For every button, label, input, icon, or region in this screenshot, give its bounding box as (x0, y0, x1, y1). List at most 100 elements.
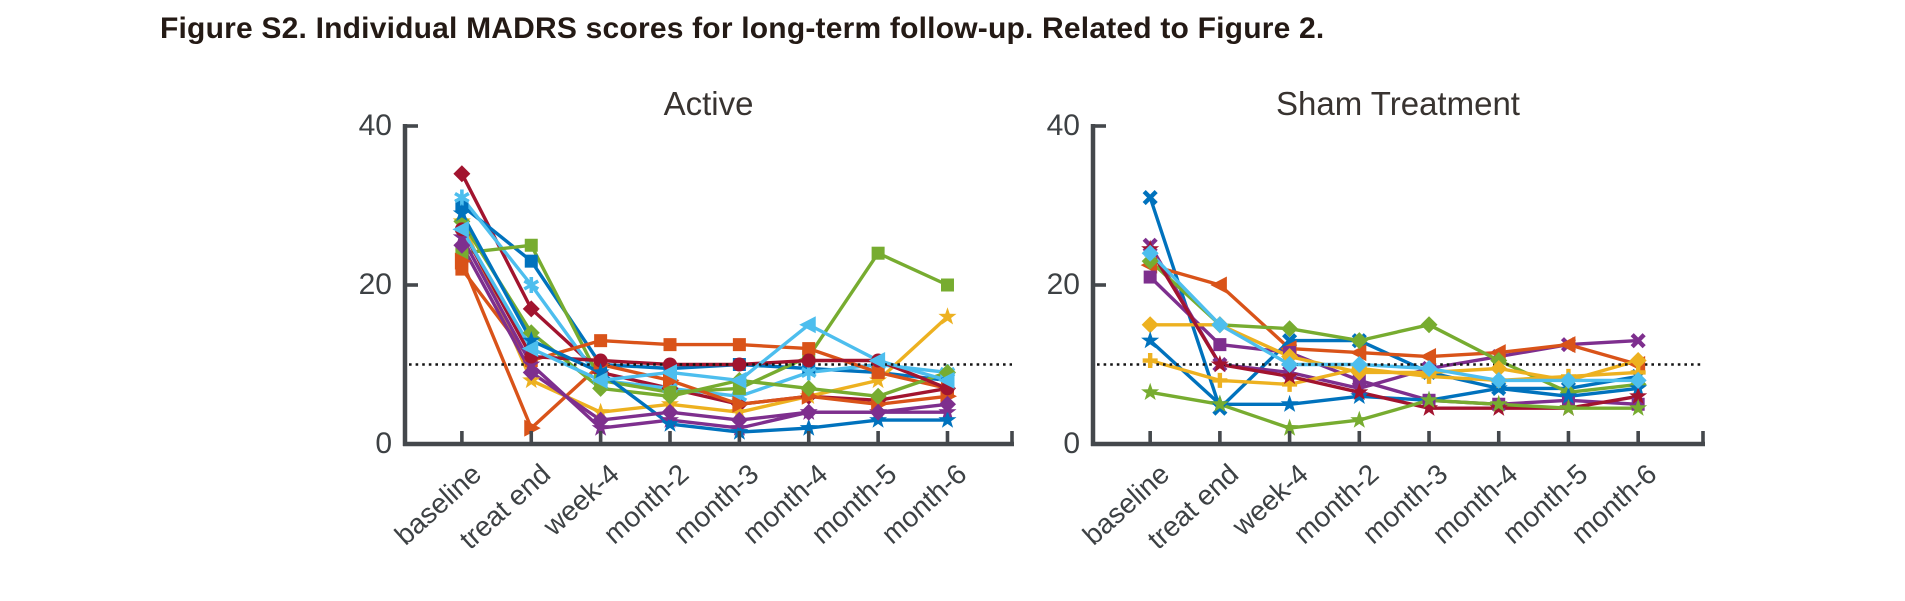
data-point-marker (661, 414, 679, 432)
data-point-marker (1420, 398, 1439, 416)
y-tick-label: 0 (375, 427, 392, 460)
data-point-marker (1210, 355, 1229, 373)
data-point-marker (452, 204, 471, 222)
y-tick-label: 20 (358, 268, 392, 301)
y-tick-label: 40 (1046, 109, 1080, 142)
series-line-sham-11 (1148, 251, 1640, 383)
data-point-marker (522, 300, 540, 318)
series-line-sham-07 (1148, 338, 1640, 406)
chart-title-active: Active (663, 85, 754, 122)
data-point-marker (1142, 189, 1158, 206)
data-point-marker (1559, 371, 1577, 389)
data-point-marker (1559, 398, 1578, 416)
y-tick-label: 20 (1046, 268, 1080, 301)
data-point-marker (454, 189, 470, 206)
series-line-sham-03 (1148, 263, 1640, 367)
data-point-marker (868, 352, 886, 370)
data-point-marker (800, 379, 818, 397)
data-point-marker (938, 410, 957, 428)
data-point-marker (1280, 418, 1299, 436)
data-point-marker (593, 353, 608, 368)
data-point-marker (522, 363, 540, 381)
data-point-marker (1141, 244, 1159, 262)
series-line-active-04 (460, 243, 950, 394)
data-point-marker (453, 165, 471, 183)
data-point-marker (1350, 382, 1369, 400)
series-line-sham-04 (1148, 259, 1640, 394)
data-point-marker (522, 355, 541, 373)
data-point-marker (1213, 338, 1227, 352)
data-point-marker (1350, 332, 1368, 350)
series-line-active-09 (460, 219, 950, 398)
data-point-marker (1629, 398, 1648, 416)
series-line-active-05 (460, 219, 950, 414)
data-point-marker (1281, 320, 1299, 338)
data-point-marker (1280, 366, 1299, 385)
data-point-marker (524, 238, 538, 252)
chart-title-sham: Sham Treatment (1276, 85, 1520, 122)
data-point-marker (591, 371, 608, 389)
data-point-marker (732, 357, 747, 372)
data-point-marker (591, 402, 610, 420)
data-point-marker (869, 403, 887, 421)
data-point-marker (938, 307, 957, 325)
data-point-marker (524, 254, 538, 268)
data-point-marker (1350, 356, 1368, 373)
data-point-marker (869, 387, 887, 405)
data-point-marker (1629, 352, 1647, 370)
series-line-active-10 (460, 227, 950, 391)
data-point-marker (799, 316, 816, 334)
data-point-marker (871, 246, 885, 260)
data-point-marker (521, 340, 539, 358)
series-line-sham-05 (1148, 275, 1640, 406)
data-point-marker (729, 371, 747, 389)
data-point-marker (1559, 386, 1578, 404)
data-point-marker (1629, 386, 1648, 404)
data-point-marker (454, 252, 472, 270)
data-point-marker (1489, 394, 1508, 412)
data-point-marker (1420, 359, 1438, 377)
data-point-marker (1420, 390, 1439, 408)
data-point-marker (799, 418, 818, 436)
series-line-active-02 (460, 203, 950, 383)
data-point-marker (592, 411, 610, 429)
data-point-marker (591, 362, 610, 381)
y-tick-label: 0 (1063, 427, 1080, 460)
data-point-marker (802, 342, 816, 356)
data-point-marker (662, 371, 680, 389)
series-line-active-12 (460, 227, 950, 383)
data-point-marker (730, 402, 749, 420)
data-point-marker (1629, 371, 1647, 389)
data-point-marker (732, 338, 746, 352)
data-point-marker (524, 419, 541, 437)
data-point-marker (1280, 394, 1299, 412)
data-point-marker (452, 220, 469, 238)
data-point-marker (800, 403, 818, 421)
data-point-marker (1349, 344, 1367, 362)
data-point-marker (1350, 410, 1369, 428)
series-line-sham-08 (1148, 358, 1640, 387)
data-point-marker (1141, 382, 1160, 400)
data-point-marker (1420, 316, 1438, 334)
series-line-active-11 (460, 211, 950, 434)
data-point-marker (661, 403, 679, 421)
data-point-marker (801, 353, 816, 368)
data-point-marker (453, 236, 471, 254)
data-point-marker (937, 371, 955, 389)
data-point-marker (1141, 331, 1160, 349)
data-point-marker (522, 331, 541, 349)
series-line-active-08 (460, 259, 950, 430)
series-line-active-13 (460, 243, 950, 422)
series-line-active-01 (460, 171, 950, 406)
data-point-marker (1142, 353, 1158, 369)
data-point-marker (730, 411, 748, 429)
data-point-marker (1490, 371, 1508, 389)
data-point-marker (869, 370, 888, 389)
data-point-marker (523, 277, 540, 293)
data-point-marker (594, 334, 608, 348)
y-tick-label: 40 (358, 109, 392, 142)
data-point-marker (660, 363, 677, 381)
data-point-marker (1143, 270, 1157, 284)
